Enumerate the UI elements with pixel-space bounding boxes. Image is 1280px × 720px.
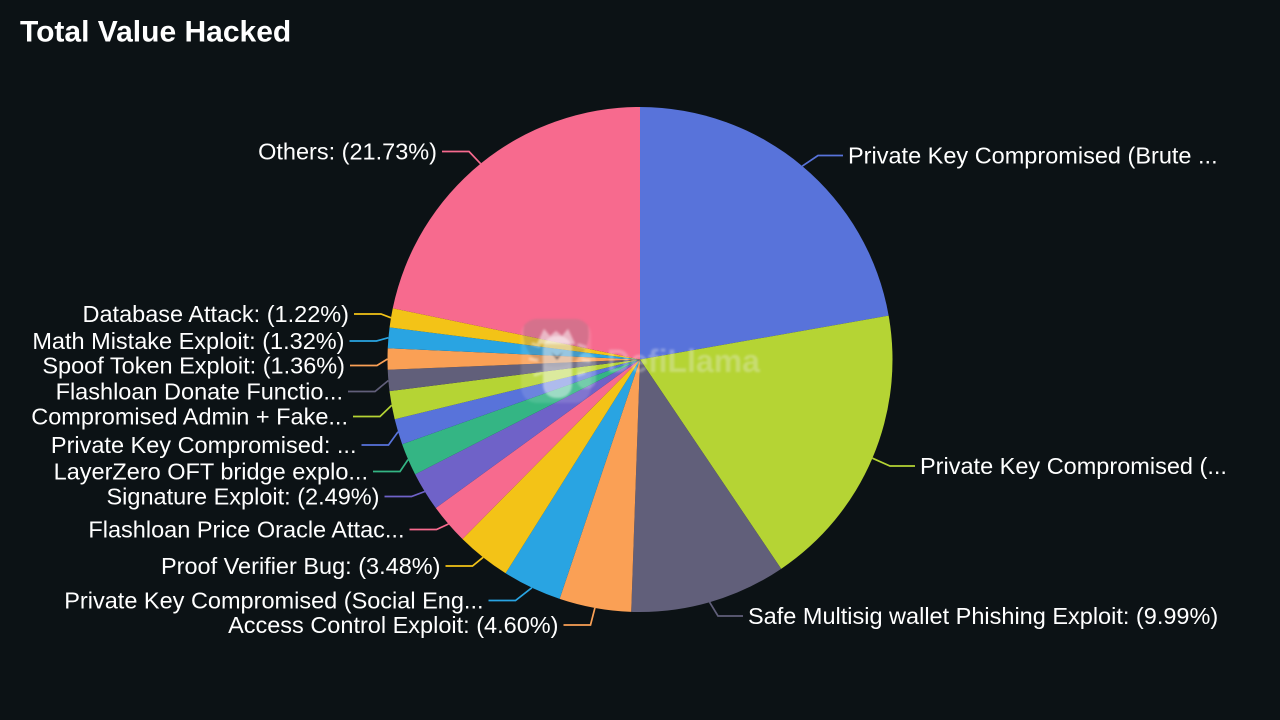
svg-text:Proof Verifier Bug: (3.48%): Proof Verifier Bug: (3.48%): [161, 553, 441, 579]
svg-text:Total Value Hacked: Total Value Hacked: [20, 16, 291, 49]
svg-text:Spoof Token Exploit: (1.36%): Spoof Token Exploit: (1.36%): [42, 353, 345, 379]
svg-text:Private Key Compromised (Socia: Private Key Compromised (Social Eng...: [64, 588, 483, 614]
svg-text:Access Control Exploit: (4.60%: Access Control Exploit: (4.60%): [228, 612, 558, 638]
svg-text:Safe Multisig wallet Phishing: Safe Multisig wallet Phishing Exploit: (…: [748, 603, 1218, 629]
svg-text:Private Key Compromised: ...: Private Key Compromised: ...: [51, 432, 357, 458]
svg-text:Flashloan Price Oracle Attac..: Flashloan Price Oracle Attac...: [88, 517, 404, 543]
svg-text:Private Key Compromised (Brute: Private Key Compromised (Brute ...: [848, 143, 1218, 169]
svg-text:Others: (21.73%): Others: (21.73%): [258, 139, 437, 165]
svg-text:Signature Exploit: (2.49%): Signature Exploit: (2.49%): [106, 484, 379, 510]
svg-text:Database Attack: (1.22%): Database Attack: (1.22%): [83, 301, 349, 327]
svg-text:DefiLlama: DefiLlama: [607, 343, 760, 379]
svg-text:Private Key Compromised (...: Private Key Compromised (...: [920, 453, 1227, 479]
svg-text:Math Mistake Exploit: (1.32%): Math Mistake Exploit: (1.32%): [32, 328, 344, 354]
svg-text:LayerZero OFT bridge explo...: LayerZero OFT bridge explo...: [54, 459, 368, 485]
svg-text:Flashloan Donate Functio...: Flashloan Donate Functio...: [56, 379, 343, 405]
svg-text:Compromised Admin + Fake...: Compromised Admin + Fake...: [31, 404, 348, 430]
